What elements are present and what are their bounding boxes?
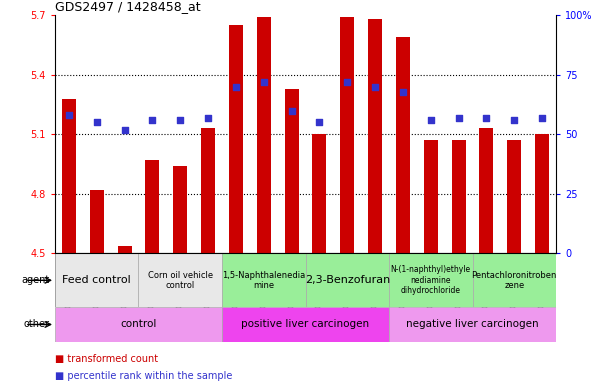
- Bar: [55, 253, 139, 307]
- Point: [287, 108, 296, 114]
- Bar: [62, 99, 76, 253]
- Text: agent: agent: [22, 275, 50, 285]
- Bar: [201, 128, 215, 253]
- Text: Corn oil vehicle
control: Corn oil vehicle control: [148, 271, 213, 290]
- Point: [259, 79, 269, 85]
- Bar: [535, 134, 549, 253]
- Text: control: control: [120, 319, 156, 329]
- Point: [398, 88, 408, 94]
- Text: Feed control: Feed control: [62, 275, 131, 285]
- Text: N-(1-naphthyl)ethyle
nediamine
dihydrochloride: N-(1-naphthyl)ethyle nediamine dihydroch…: [390, 265, 471, 295]
- Bar: [90, 190, 104, 253]
- Text: 1,5-Naphthalenedia
mine: 1,5-Naphthalenedia mine: [222, 271, 306, 290]
- Text: 2,3-Benzofuran: 2,3-Benzofuran: [305, 275, 390, 285]
- Bar: [389, 253, 472, 307]
- Bar: [368, 19, 382, 253]
- Text: GDS2497 / 1428458_at: GDS2497 / 1428458_at: [55, 0, 200, 13]
- Bar: [145, 160, 159, 253]
- Point: [175, 117, 185, 123]
- Text: other: other: [24, 319, 50, 329]
- Bar: [472, 253, 556, 307]
- Bar: [222, 307, 389, 342]
- Text: ■ percentile rank within the sample: ■ percentile rank within the sample: [55, 371, 232, 381]
- Point: [454, 115, 464, 121]
- Point: [120, 127, 130, 133]
- Bar: [174, 166, 187, 253]
- Bar: [424, 140, 437, 253]
- Point: [426, 117, 436, 123]
- Bar: [117, 245, 131, 253]
- Point: [92, 119, 101, 126]
- Bar: [306, 253, 389, 307]
- Point: [64, 112, 74, 118]
- Bar: [222, 253, 306, 307]
- Point: [147, 117, 157, 123]
- Bar: [507, 140, 521, 253]
- Bar: [452, 140, 466, 253]
- Bar: [389, 307, 556, 342]
- Bar: [229, 25, 243, 253]
- Point: [315, 119, 324, 126]
- Text: positive liver carcinogen: positive liver carcinogen: [241, 319, 370, 329]
- Bar: [396, 37, 410, 253]
- Bar: [312, 134, 326, 253]
- Point: [342, 79, 352, 85]
- Point: [370, 84, 380, 90]
- Point: [510, 117, 519, 123]
- Bar: [139, 253, 222, 307]
- Bar: [285, 89, 299, 253]
- Point: [481, 115, 491, 121]
- Text: negative liver carcinogen: negative liver carcinogen: [406, 319, 539, 329]
- Bar: [340, 17, 354, 253]
- Bar: [55, 307, 222, 342]
- Point: [537, 115, 547, 121]
- Point: [203, 115, 213, 121]
- Bar: [480, 128, 494, 253]
- Point: [231, 84, 241, 90]
- Bar: [257, 17, 271, 253]
- Text: ■ transformed count: ■ transformed count: [55, 354, 158, 364]
- Text: Pentachloronitroben
zene: Pentachloronitroben zene: [472, 271, 557, 290]
